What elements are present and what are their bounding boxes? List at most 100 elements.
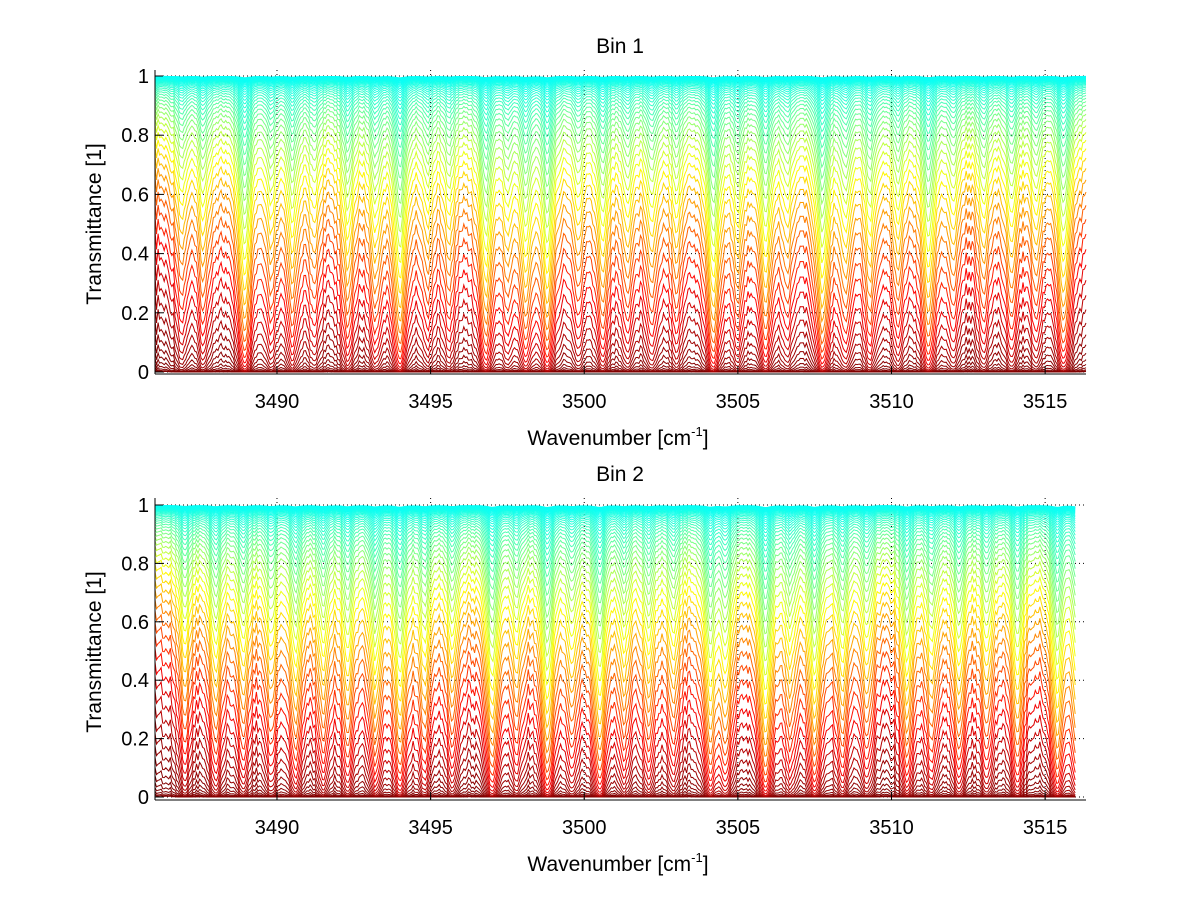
y-tick-label: 0.2 — [121, 303, 149, 325]
spectrum-curve — [154, 510, 1076, 534]
spectrum-curve — [154, 84, 1087, 120]
x-tick-label: 3510 — [869, 391, 914, 413]
spectrum-curve — [154, 508, 1076, 525]
spectrum-curve — [154, 599, 1076, 757]
spectrum-curve — [154, 94, 1087, 159]
spectrum-curve — [154, 515, 1076, 558]
subplot-bin-2: Bin 2 3490 3495 3500 3505 3510 3515 0 0.2 0.4 0.… — [83, 463, 1086, 876]
spectrum-curve — [154, 77, 1087, 88]
spectrum-curve — [154, 517, 1076, 565]
spectrum-curve — [154, 782, 1076, 798]
spectra-curves — [154, 75, 1087, 373]
spectra-curves — [154, 505, 1076, 798]
spectrum-curve — [154, 705, 1076, 797]
x-axis-label-superscript: -1 — [691, 424, 703, 439]
spectrum-curve — [154, 81, 1087, 106]
x-tick-label: 3500 — [562, 817, 607, 839]
spectrum-curve — [154, 89, 1087, 141]
y-tick-label: 0 — [138, 787, 149, 809]
x-axis-label-text: Wavenumber [cm — [527, 427, 691, 450]
spectrum-curve — [154, 589, 1076, 746]
spectrum-curve — [154, 564, 1076, 705]
x-tick-labels: 3490 3495 3500 3505 3510 3515 — [255, 391, 1068, 413]
spectrum-curve — [154, 155, 1087, 310]
spectrum-curve — [154, 245, 1087, 368]
spectrum-curve — [154, 513, 1076, 547]
spectrum-curve — [154, 529, 1076, 611]
spectrum-curve — [154, 91, 1087, 149]
spectrum-curve — [154, 545, 1076, 662]
spectrum-curve — [154, 540, 1076, 648]
subplot-title: Bin 2 — [596, 463, 644, 486]
spectrum-curve — [154, 100, 1087, 180]
y-tick-label: 0.2 — [121, 729, 149, 751]
y-tick-label: 0.6 — [121, 184, 149, 206]
spectrum-curve — [154, 571, 1076, 719]
spectrum-curve — [154, 130, 1087, 264]
spectrum-curve — [154, 202, 1087, 354]
spectrum-curve — [154, 757, 1076, 798]
spectrum-curve — [154, 189, 1087, 346]
spectrum-curve — [154, 511, 1076, 537]
spectrum-curve — [154, 216, 1087, 360]
spectrum-curve — [154, 514, 1076, 552]
subplot-title: Bin 1 — [596, 35, 644, 58]
x-axis-label-tail: ] — [703, 427, 709, 450]
spectrum-curve — [154, 87, 1087, 133]
x-axis-label-tail: ] — [703, 853, 709, 876]
y-tick-label: 0.8 — [121, 553, 149, 575]
spectrum-curve — [154, 690, 1076, 796]
spectrum-curve — [154, 508, 1076, 527]
spectrum-curve — [154, 291, 1087, 373]
y-axis-label: Transmittance [1] — [83, 143, 106, 304]
spectrum-curve — [154, 551, 1076, 676]
x-axis-label: Wavenumber [cm-1] — [527, 850, 708, 876]
y-tick-label: 0 — [138, 362, 149, 384]
y-axis-label: Transmittance [1] — [83, 571, 106, 732]
y-tick-label: 0.6 — [121, 612, 149, 634]
spectrum-curve — [154, 557, 1076, 691]
x-tick-labels: 3490 3495 3500 3505 3510 3515 — [255, 817, 1068, 839]
y-tick-label: 1 — [138, 66, 149, 88]
y-tick-label: 1 — [138, 495, 149, 517]
spectrum-curve — [154, 123, 1087, 248]
y-tick-label: 0.4 — [121, 670, 149, 692]
spectrum-curve — [154, 767, 1076, 798]
x-tick-label: 3515 — [1023, 391, 1068, 413]
spectrum-curve — [154, 261, 1087, 371]
spectrum-curve — [154, 634, 1076, 783]
spectrum-curve — [154, 775, 1076, 798]
x-tick-label: 3515 — [1023, 817, 1068, 839]
x-axis-label: Wavenumber [cm-1] — [527, 424, 708, 450]
spectrum-curve — [154, 526, 1076, 600]
spectrum-curve — [154, 507, 1076, 522]
spectrum-curve — [154, 745, 1076, 798]
spectrum-curve — [154, 512, 1076, 542]
spectrum-curve — [154, 621, 1076, 776]
spectrum-curve — [154, 507, 1076, 520]
spectrum-curve — [154, 80, 1087, 99]
spectrum-curve — [154, 146, 1087, 294]
spectrum-curve — [154, 306, 1087, 373]
y-tick-label: 0.4 — [121, 244, 149, 266]
spectrum-curve — [154, 138, 1087, 279]
spectrum-curve — [154, 80, 1087, 102]
spectrum-curve — [154, 103, 1087, 193]
spectrum-curve — [154, 86, 1087, 126]
spectrum-curve — [154, 647, 1076, 788]
spectrum-curve — [154, 661, 1076, 792]
spectrum-curve — [154, 732, 1076, 798]
spectrum-curve — [154, 230, 1087, 365]
spectrum-curve — [155, 75, 1086, 79]
spectrum-curve — [154, 536, 1076, 635]
spectrum-curve — [154, 509, 1076, 530]
x-tick-label: 3490 — [255, 391, 300, 413]
axes — [154, 70, 1086, 375]
spectrum-curve — [154, 117, 1087, 233]
spectrum-curve — [154, 675, 1076, 795]
spectrum-curve — [154, 112, 1087, 220]
x-tick-label: 3505 — [716, 817, 761, 839]
spectrum-curve — [154, 519, 1076, 572]
x-axis-label-text: Wavenumber [cm — [527, 853, 691, 876]
spectrum-curve — [154, 107, 1087, 206]
